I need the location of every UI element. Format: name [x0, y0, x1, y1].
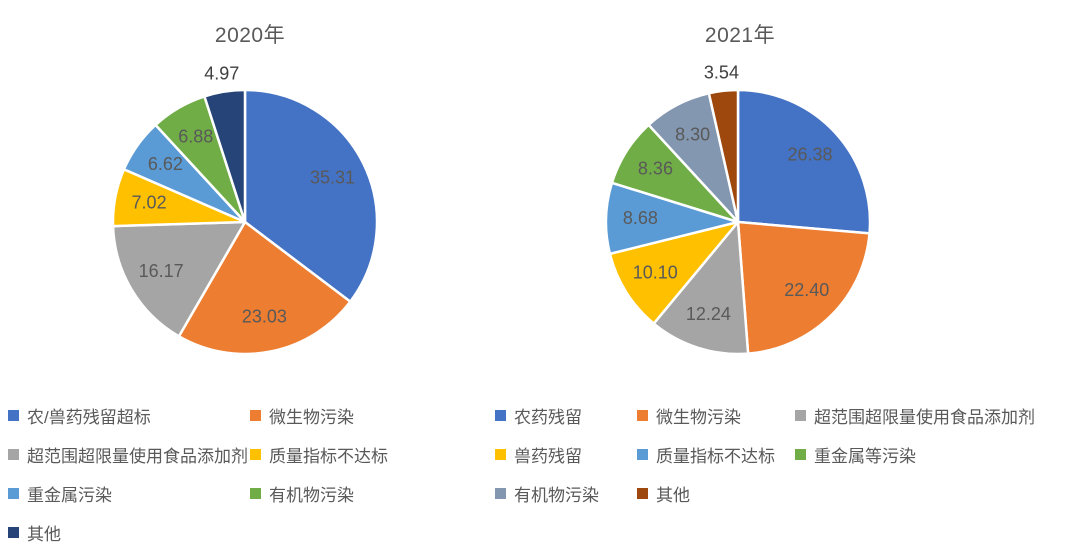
legend-label: 微生物污染 [656, 408, 741, 427]
pie-slice [652, 220, 750, 356]
pie-data-label: 8.30 [675, 124, 710, 144]
pie-slice [608, 220, 740, 325]
legend-swatch [637, 449, 648, 460]
pie-data-label: 16.17 [139, 261, 184, 281]
legend-label: 其他 [27, 525, 61, 544]
legend-swatch [495, 449, 506, 460]
pie-data-label: 6.62 [148, 154, 183, 174]
legend-item: 重金属等污染 [795, 435, 1080, 474]
legend-label: 兽药残留 [514, 447, 582, 466]
legend-swatch [8, 527, 19, 538]
legend-swatch [795, 410, 806, 421]
legend-item: 微生物污染 [250, 396, 492, 435]
pie-data-label: 4.97 [204, 63, 239, 83]
legend-label: 超范围超限量使用食品添加剂 [814, 408, 1035, 427]
pie-data-label: 6.88 [178, 126, 213, 146]
legend-swatch [8, 449, 19, 460]
legend-item: 超范围超限量使用食品添加剂 [795, 396, 1080, 435]
pie-slice [243, 88, 379, 303]
pie-data-label: 10.10 [633, 263, 678, 283]
legend-swatch [250, 488, 261, 499]
pie-data-label: 35.31 [310, 167, 355, 187]
legend-2020: 农/兽药残留超标 微生物污染超范围超限量使用食品添加剂 质量指标不达标重金属污染 有机… [8, 396, 492, 548]
legend-label: 重金属污染 [27, 486, 112, 505]
legend-label: 农药残留 [514, 408, 582, 427]
legend-item: 其他 [637, 474, 795, 513]
legend-item: 超范围超限量使用食品添加剂 [8, 435, 250, 474]
legend-item: 农/兽药残留超标 [8, 396, 250, 435]
legend-swatch [637, 410, 648, 421]
legend-label: 质量指标不达标 [269, 447, 388, 466]
chart-title-2020: 2020年 [214, 24, 286, 47]
legend-item: 质量指标不达标 [637, 435, 795, 474]
pie-slice [736, 88, 872, 235]
legend-label: 质量指标不达标 [656, 447, 775, 466]
pie-slice [203, 88, 247, 224]
pie-data-label: 26.38 [787, 145, 832, 165]
legend-item: 农药残留 [495, 396, 637, 435]
pie-data-label: 7.02 [132, 192, 167, 212]
legend-label: 微生物污染 [269, 408, 354, 427]
legend-label: 农/兽药残留超标 [27, 408, 151, 427]
legend-label: 超范围超限量使用食品添加剂 [27, 447, 248, 466]
legend-swatch [250, 410, 261, 421]
chart-title-2021: 2021年 [704, 24, 776, 47]
pie-data-label: 23.03 [242, 306, 287, 326]
pie-slice [111, 220, 247, 338]
legend-label: 其他 [656, 486, 690, 505]
pie-slice [177, 220, 352, 356]
pie-slice [707, 88, 740, 224]
legend-2021: 农药残留 微生物污染 超范围超限量使用食品添加剂兽药残留 质量指标不达标 重金属等污染有… [495, 396, 1080, 513]
legend-item: 质量指标不达标 [250, 435, 492, 474]
legend-swatch [637, 488, 648, 499]
legend-item: 其他 [8, 513, 250, 548]
legend-swatch [795, 449, 806, 460]
pie-data-label: 22.40 [784, 280, 829, 300]
legend-item: 有机物污染 [495, 474, 637, 513]
legend-swatch [8, 410, 19, 421]
pie-data-label: 12.24 [686, 304, 731, 324]
pie-slice [736, 220, 871, 355]
legend-item: 重金属污染 [8, 474, 250, 513]
pie-data-label: 8.36 [638, 159, 673, 179]
legend-label: 有机物污染 [269, 486, 354, 505]
legend-label: 重金属等污染 [814, 447, 916, 466]
pie-data-label: 3.54 [704, 63, 739, 83]
legend-label: 有机物污染 [514, 486, 599, 505]
legend-swatch [495, 488, 506, 499]
legend-swatch [495, 410, 506, 421]
legend-swatch [250, 449, 261, 460]
legend-item: 有机物污染 [250, 474, 492, 513]
legend-item: 微生物污染 [637, 396, 795, 435]
legend-swatch [8, 488, 19, 499]
legend-item: 兽药残留 [495, 435, 637, 474]
pie-data-label: 8.68 [623, 208, 658, 228]
